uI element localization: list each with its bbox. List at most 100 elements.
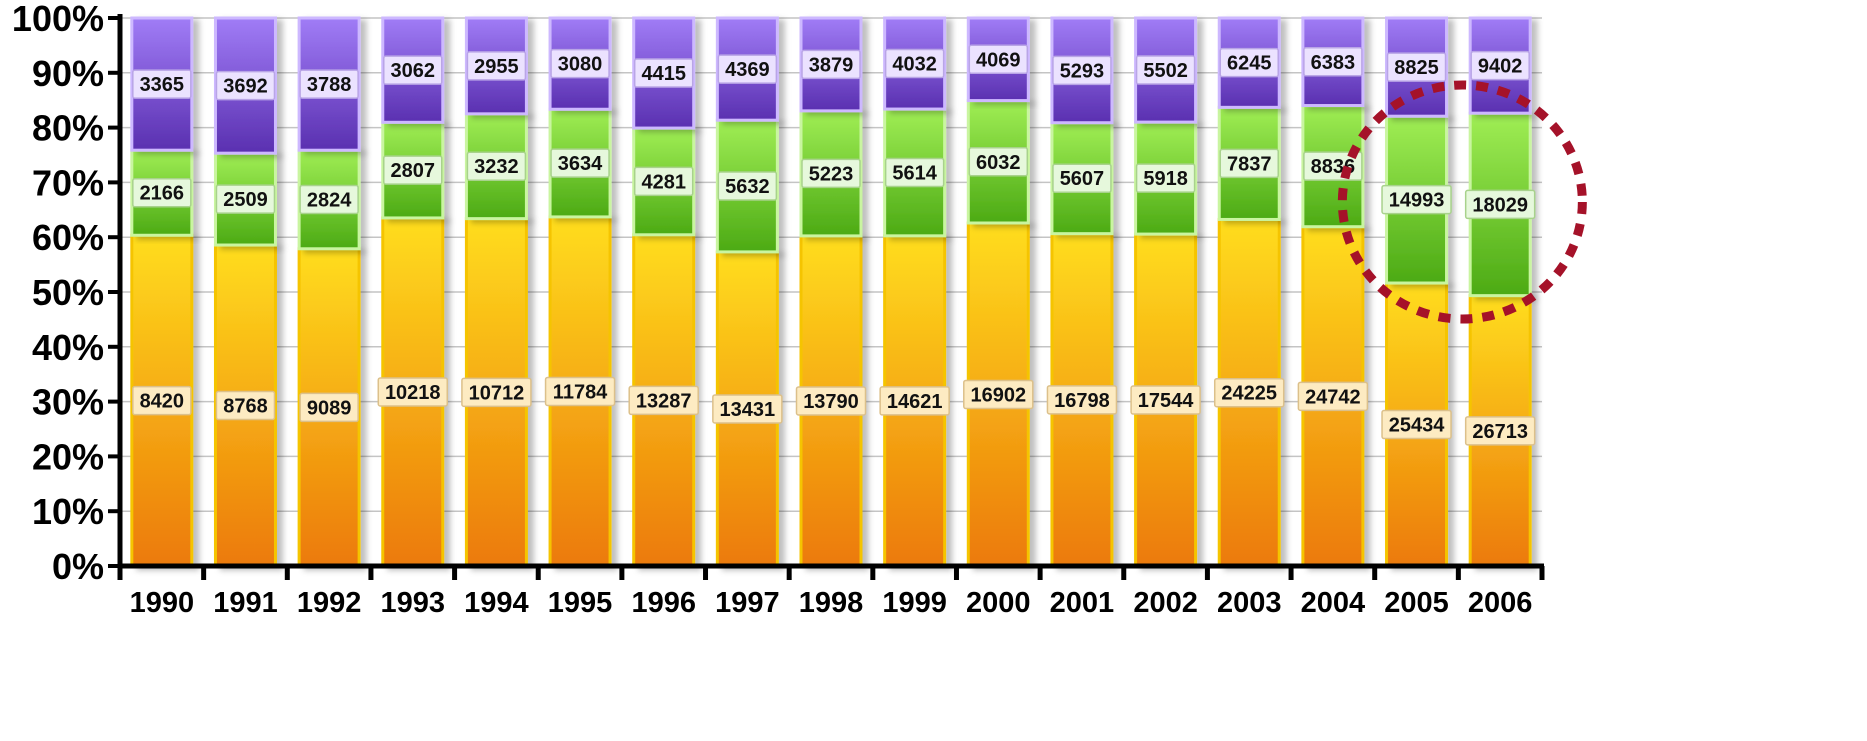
data-label-text: 5223 <box>809 163 854 185</box>
data-label-box <box>717 171 778 201</box>
data-label-text: 11784 <box>553 381 608 403</box>
data-label: 3634 <box>550 148 610 178</box>
data-label-text: 4281 <box>641 171 686 193</box>
data-label-text: 9089 <box>307 397 352 419</box>
data-label: 8420 <box>132 385 192 416</box>
data-label-text: 3788 <box>307 74 352 96</box>
data-label: 5632 <box>717 171 778 201</box>
data-label-box <box>461 377 532 408</box>
data-label-box <box>1297 381 1369 412</box>
y-tick-label: 50% <box>32 272 104 313</box>
highlight-circle <box>1337 80 1587 324</box>
x-tick-label: 1996 <box>631 587 696 619</box>
data-label-text: 2807 <box>391 160 436 182</box>
data-label: 9402 <box>1470 50 1530 81</box>
data-label-box <box>628 385 699 416</box>
data-label: 26713 <box>1464 416 1536 446</box>
data-label: 4369 <box>717 54 778 84</box>
data-label: 7837 <box>1219 148 1279 179</box>
highlight <box>1337 80 1587 324</box>
data-label: 6245 <box>1219 47 1279 78</box>
data-label-box <box>377 377 449 407</box>
data-label-text: 3232 <box>474 156 519 178</box>
data-label-text: 3879 <box>809 54 854 76</box>
data-label-text: 8825 <box>1394 57 1439 79</box>
data-label: 18029 <box>1464 189 1536 220</box>
data-label-box <box>383 55 443 85</box>
x-tick-label: 2003 <box>1217 587 1282 619</box>
y-tick-label: 10% <box>32 491 104 532</box>
data-label-text: 3365 <box>140 74 185 96</box>
data-label-box <box>132 177 192 208</box>
data-label-text: 10218 <box>385 382 441 404</box>
data-label-text: 5502 <box>1143 60 1188 82</box>
data-label: 2166 <box>132 177 192 208</box>
data-label: 3232 <box>466 151 527 181</box>
data-label-box <box>132 69 192 99</box>
data-label-text: 14993 <box>1389 190 1445 212</box>
data-label: 3080 <box>550 48 610 79</box>
data-label: 2955 <box>466 51 527 81</box>
data-label-text: 4032 <box>892 54 937 76</box>
data-label: 17544 <box>1130 385 1201 415</box>
y-tick-label: 20% <box>32 436 104 477</box>
data-label-text: 3062 <box>391 60 436 82</box>
data-label-box <box>215 70 276 101</box>
x-tick-label: 2002 <box>1133 587 1198 619</box>
data-label-box <box>1052 55 1112 86</box>
data-label-box <box>717 54 778 84</box>
data-label-box <box>1381 409 1452 440</box>
data-label-text: 16798 <box>1054 390 1110 412</box>
data-label-box <box>801 158 861 189</box>
data-label-text: 8420 <box>140 391 185 413</box>
data-label-box <box>466 51 527 81</box>
data-label-text: 2824 <box>307 189 352 211</box>
data-label-text: 3634 <box>558 153 603 175</box>
data-label: 16902 <box>963 379 1034 410</box>
data-label: 6383 <box>1303 47 1363 77</box>
data-label: 4281 <box>633 166 694 197</box>
data-label: 2509 <box>215 184 276 214</box>
bars <box>130 16 1532 568</box>
data-label-box <box>1303 47 1363 77</box>
x-tick-label: 2000 <box>966 587 1031 619</box>
data-label: 24742 <box>1297 381 1369 412</box>
data-label-text: 9402 <box>1478 56 1523 78</box>
data-label-text: 2955 <box>474 56 519 78</box>
data-label: 10712 <box>461 377 532 408</box>
data-label: 2824 <box>299 184 359 215</box>
data-label-box <box>712 394 783 424</box>
data-label: 6032 <box>968 147 1029 177</box>
data-label-box <box>968 147 1029 177</box>
y-tick-label: 100% <box>12 0 104 39</box>
data-label-box <box>1130 385 1201 415</box>
data-label-box <box>215 390 276 421</box>
data-label-box <box>963 379 1034 410</box>
y-tick-label: 0% <box>52 546 104 587</box>
data-label-box <box>1464 416 1536 446</box>
data-label-text: 5632 <box>725 176 770 198</box>
data-label-text: 18029 <box>1472 194 1528 216</box>
data-label-text: 8768 <box>223 396 268 418</box>
data-label-box <box>550 148 610 178</box>
data-label-text: 26713 <box>1472 421 1528 443</box>
x-tick-label: 2006 <box>1468 587 1533 619</box>
data-label-text: 5607 <box>1060 168 1105 190</box>
data-label: 5918 <box>1135 163 1196 193</box>
data-label: 14993 <box>1381 184 1452 215</box>
data-label-box <box>1381 184 1452 215</box>
data-label-box <box>1386 52 1447 82</box>
data-label: 5502 <box>1135 55 1196 85</box>
x-tick-label: 1999 <box>882 587 947 619</box>
data-label: 13790 <box>795 386 867 416</box>
x-tick-label: 2004 <box>1301 587 1366 619</box>
data-label-box <box>1219 148 1279 179</box>
data-label: 3062 <box>383 55 443 85</box>
data-label-text: 13431 <box>720 399 776 421</box>
data-label-box <box>544 376 616 407</box>
data-label: 9089 <box>299 392 359 423</box>
data-label-text: 13790 <box>803 391 859 413</box>
data-label-box <box>1219 47 1279 78</box>
